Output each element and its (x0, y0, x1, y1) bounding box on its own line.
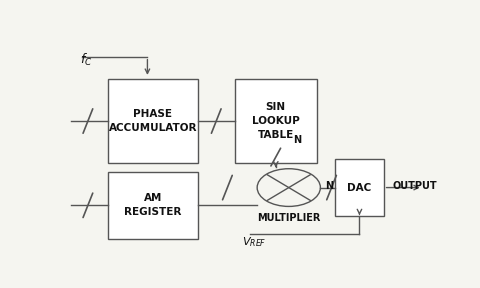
Text: $f_C$: $f_C$ (81, 52, 93, 69)
Text: SIN
LOOKUP
TABLE: SIN LOOKUP TABLE (252, 102, 300, 140)
Text: N: N (325, 181, 334, 191)
Text: MULTIPLIER: MULTIPLIER (257, 213, 321, 223)
Bar (108, 172, 198, 238)
Text: OUTPUT: OUTPUT (393, 181, 438, 192)
Text: $V_{REF}$: $V_{REF}$ (242, 235, 267, 249)
Text: PHASE
ACCUMULATOR: PHASE ACCUMULATOR (109, 109, 197, 133)
Text: AM
REGISTER: AM REGISTER (124, 193, 182, 217)
Text: N: N (293, 135, 301, 145)
Bar (108, 79, 198, 163)
Text: DAC: DAC (348, 183, 372, 193)
Bar (335, 159, 384, 216)
Bar (235, 79, 317, 163)
